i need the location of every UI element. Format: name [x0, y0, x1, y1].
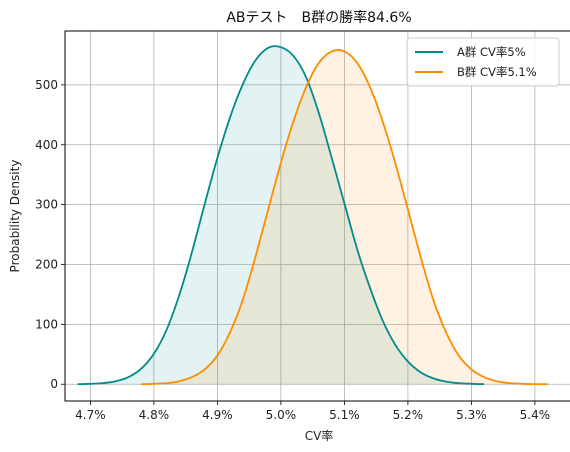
- series-fill-0: [77, 46, 485, 385]
- legend-label-a: A群 CV率5%: [457, 45, 526, 59]
- y-axis-ticks: 0 100 200 300 400 500: [35, 78, 65, 391]
- y-tick-label: 200: [35, 257, 58, 271]
- legend-label-b: B群 CV率5.1%: [457, 65, 537, 79]
- legend: A群 CV率5% B群 CV率5.1%: [406, 37, 560, 87]
- series-line-1: [141, 49, 548, 386]
- x-tick-label: 5.0%: [266, 408, 297, 422]
- x-tick-label: 5.3%: [456, 408, 487, 422]
- x-tick-label: 5.1%: [329, 408, 360, 422]
- chart-title: ABテスト B群の勝率84.6%: [226, 9, 411, 26]
- x-axis-label: CV率: [305, 428, 334, 443]
- y-tick-label: 0: [50, 377, 58, 391]
- x-tick-label: 5.4%: [520, 408, 551, 422]
- x-axis-ticks: 4.7% 4.8% 4.9% 5.0% 5.1% 5.2% 5.3% 5.4%: [75, 401, 550, 422]
- series-line-0: [77, 45, 485, 385]
- plot-frame: [64, 30, 570, 402]
- series-lines: [77, 45, 548, 386]
- x-tick-label: 4.8%: [139, 408, 170, 422]
- x-tick-label: 4.9%: [202, 408, 233, 422]
- y-tick-label: 400: [35, 138, 58, 152]
- x-tick-label: 5.2%: [393, 408, 424, 422]
- x-tick-label: 4.7%: [75, 408, 106, 422]
- legend-box: [406, 37, 560, 87]
- y-tick-label: 500: [35, 78, 58, 92]
- y-tick-label: 300: [35, 198, 58, 212]
- y-axis-label: Probability Density: [8, 160, 22, 273]
- y-tick-label: 100: [35, 317, 58, 331]
